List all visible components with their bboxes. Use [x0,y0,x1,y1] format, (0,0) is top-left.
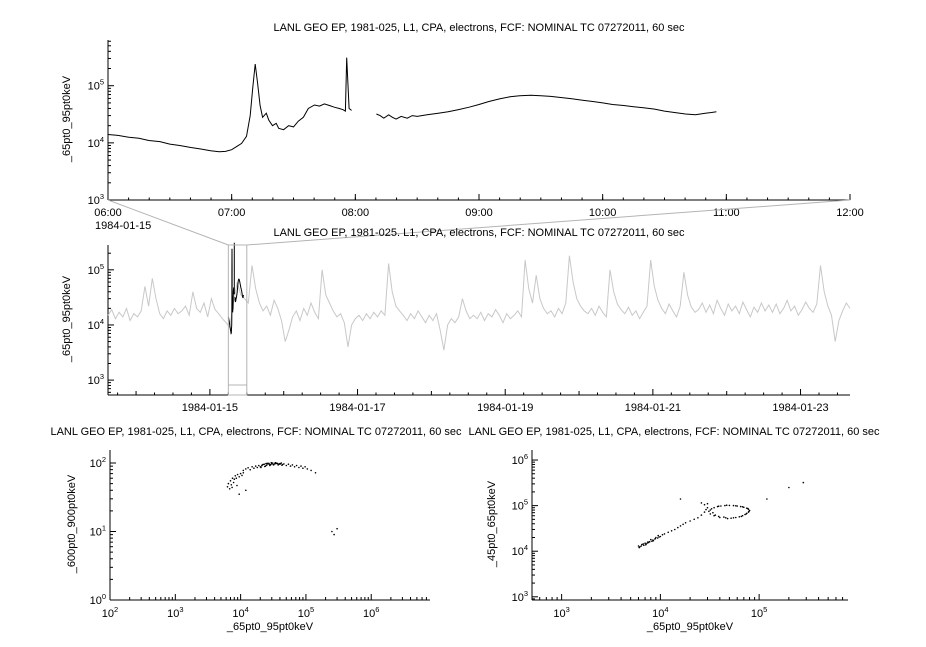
tick-label: 104 [512,543,528,558]
p4-plot-area[interactable] [532,450,848,600]
tick-label: 102 [102,605,118,620]
p1-plot-area[interactable] [108,40,850,200]
tick-label: 12:00 [836,207,864,219]
tick-label: 103 [88,372,104,387]
tick-label: 1984-01-17 [329,402,385,414]
timeseries-overview-panel[interactable]: 103 104 105 1984-01-15 1984-01-17 1984-01-19 1… [88,242,851,414]
scatter-panel-right[interactable]: 103 104 105 106 103 104 105 [512,450,848,620]
tick-label: 100 [90,592,106,607]
tick-label: 09:00 [465,207,493,219]
p3-scatter-points [226,461,338,536]
tick-label: 1984-01-15 [182,402,238,414]
p4-scatter-points [637,481,805,549]
p3-plot-area[interactable] [110,450,430,600]
tick-label: 105 [298,605,314,620]
p1-series-line-1 [376,94,717,120]
tick-label: 106 [512,452,528,467]
tick-label: 101 [90,524,106,539]
tick-label: 104 [652,605,668,620]
tick-label: 105 [88,262,104,277]
tick-label: 1984-01-21 [625,402,681,414]
zoom-context-box[interactable] [227,244,248,396]
p2-highlight-line-0 [227,242,235,335]
p2-highlight-line-1 [234,278,244,303]
p1-series-line-0 [107,57,352,153]
zoom-context-connectors [107,199,851,246]
tick-label: 106 [363,605,379,620]
p2-plot-area[interactable] [108,245,850,395]
tick-label: 104 [232,605,248,620]
tick-label: 08:00 [342,207,370,219]
tick-label: 104 [88,135,104,150]
tick-label: 103 [512,589,528,604]
tick-label: 105 [751,605,767,620]
tick-label: 07:00 [218,207,246,219]
scatter-panel-left[interactable]: 100 101 102 102 103 104 105 106 [90,450,430,620]
tick-label: 102 [90,455,106,470]
tick-label: 1984-01-23 [772,402,828,414]
tick-label: 104 [88,317,104,332]
tick-label: 10:00 [589,207,617,219]
tick-label: 103 [553,605,569,620]
tick-label: 103 [167,605,183,620]
tick-label: 105 [88,78,104,93]
tick-label: 103 [88,192,104,207]
tick-label: 1984-01-19 [477,402,533,414]
tick-label: 105 [512,498,528,513]
tick-label: 06:00 [94,207,122,219]
